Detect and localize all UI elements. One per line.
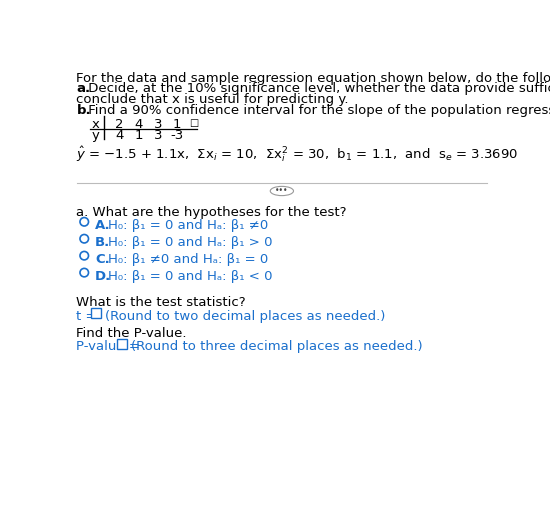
Text: Find the P-value.: Find the P-value. — [76, 327, 187, 340]
Text: a. What are the hypotheses for the test?: a. What are the hypotheses for the test? — [76, 206, 347, 219]
Text: Find a 90% confidence interval for the slope of the population regression line.: Find a 90% confidence interval for the s… — [84, 104, 550, 117]
Text: x: x — [92, 118, 100, 131]
Text: C.: C. — [95, 253, 110, 266]
Text: 3: 3 — [153, 118, 162, 131]
Circle shape — [80, 268, 89, 277]
Text: 1: 1 — [134, 129, 143, 142]
Text: -3: -3 — [170, 129, 184, 142]
Text: H₀: β₁ ≠0 and Hₐ: β₁ = 0: H₀: β₁ ≠0 and Hₐ: β₁ = 0 — [107, 253, 268, 266]
Text: 4: 4 — [115, 129, 123, 142]
Text: Decide, at the 10% significance level, whether the data provide sufficient evide: Decide, at the 10% significance level, w… — [84, 82, 550, 95]
Text: t =: t = — [76, 309, 97, 322]
Text: H₀: β₁ = 0 and Hₐ: β₁ < 0: H₀: β₁ = 0 and Hₐ: β₁ < 0 — [107, 269, 272, 282]
Ellipse shape — [270, 186, 294, 196]
Text: H₀: β₁ = 0 and Hₐ: β₁ ≠0: H₀: β₁ = 0 and Hₐ: β₁ ≠0 — [107, 219, 268, 232]
Text: conclude that x is useful for predicting y.: conclude that x is useful for predicting… — [76, 93, 349, 106]
Text: What is the test statistic?: What is the test statistic? — [76, 296, 246, 309]
Circle shape — [80, 235, 89, 243]
Text: A.: A. — [95, 219, 111, 232]
Text: P-value =: P-value = — [76, 341, 140, 354]
FancyBboxPatch shape — [91, 308, 101, 318]
Text: a.: a. — [76, 82, 91, 95]
Circle shape — [80, 217, 89, 226]
Text: 2: 2 — [115, 118, 123, 131]
Text: (Round to two decimal places as needed.): (Round to two decimal places as needed.) — [105, 309, 386, 322]
Text: b.: b. — [76, 104, 91, 117]
Text: y: y — [92, 129, 100, 142]
Text: H₀: β₁ = 0 and Hₐ: β₁ > 0: H₀: β₁ = 0 and Hₐ: β₁ > 0 — [107, 236, 272, 249]
Text: For the data and sample regression equation shown below, do the following.: For the data and sample regression equat… — [76, 72, 550, 85]
Text: 4: 4 — [134, 118, 142, 131]
FancyBboxPatch shape — [117, 339, 127, 349]
Text: B.: B. — [95, 236, 111, 249]
Text: •••: ••• — [275, 187, 289, 196]
Text: (Round to three decimal places as needed.): (Round to three decimal places as needed… — [131, 341, 422, 354]
Text: D.: D. — [95, 269, 111, 282]
Text: 1: 1 — [173, 118, 182, 131]
Text: $\hat{y}$ = −1.5 + 1.1x,  Σx$_i$ = 10,  Σx$_i^2$ = 30,  b$_1$ = 1.1,  and  s$_e$: $\hat{y}$ = −1.5 + 1.1x, Σx$_i$ = 10, Σx… — [76, 145, 519, 164]
Text: 3: 3 — [153, 129, 162, 142]
Circle shape — [80, 252, 89, 260]
Text: □: □ — [189, 118, 198, 128]
